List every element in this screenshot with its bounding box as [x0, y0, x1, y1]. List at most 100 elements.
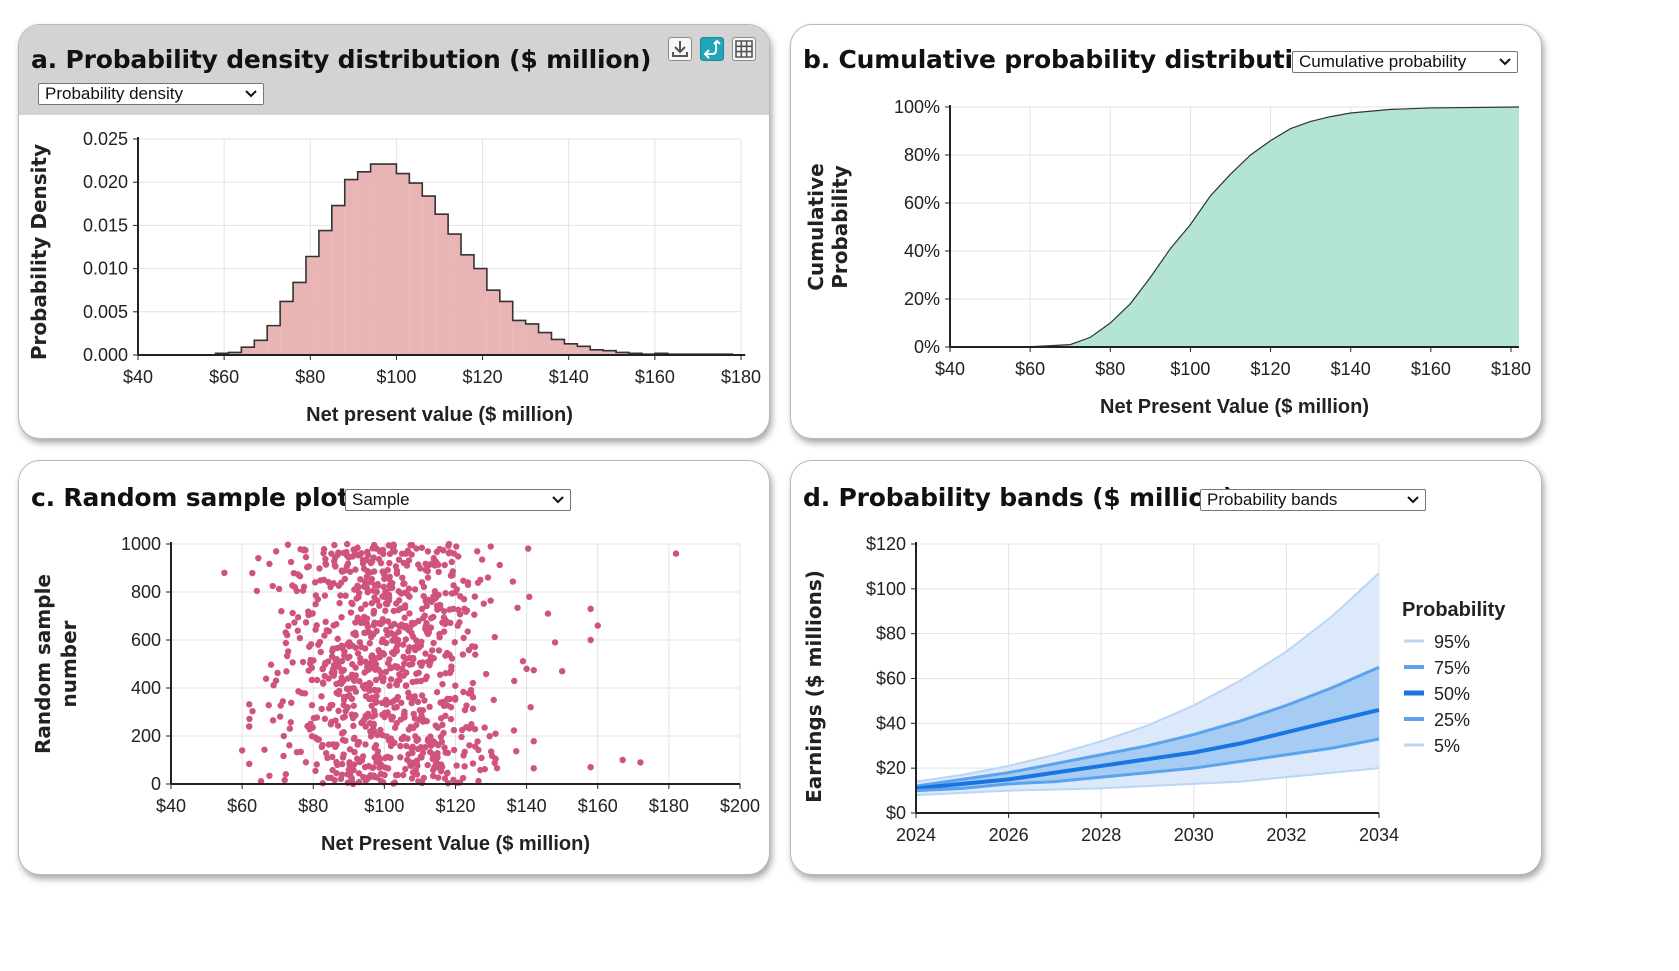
scatter-point [282, 629, 289, 636]
scatter-point [398, 590, 405, 597]
scatter-point [313, 676, 321, 684]
scatter-point [401, 580, 408, 587]
histogram-bar [603, 350, 617, 355]
scatter-point [415, 561, 422, 568]
scatter-point [338, 613, 345, 621]
scatter-point [452, 682, 459, 689]
scatter-point [551, 639, 559, 646]
scatter-point [496, 561, 503, 569]
scatter-point [391, 620, 398, 628]
scatter-point [246, 723, 253, 730]
scatter-chart: $40 $60 $80 $100 $120 $140 $160 $180 $200 0 200 400… [31, 534, 760, 855]
panel-title: d. Probability bands ($ million) [803, 483, 1235, 512]
scatter-point [281, 776, 288, 784]
scatter-point [457, 593, 464, 600]
chart-type-select[interactable]: Probability bands [1200, 489, 1426, 511]
scatter-point [464, 581, 472, 589]
scatter-point [334, 761, 341, 769]
scatter-point [406, 593, 413, 600]
scatter-point [424, 761, 431, 769]
scatter-point [399, 641, 407, 648]
chart-type-select[interactable]: Cumulative probability [1292, 51, 1518, 73]
scatter-point [290, 569, 298, 577]
scatter-point [461, 605, 468, 613]
scatter-point [308, 676, 316, 684]
scatter-point [308, 732, 316, 740]
scatter-point [366, 640, 373, 647]
scatter-point [272, 548, 280, 555]
scatter-point [509, 578, 517, 585]
scatter-point [350, 722, 357, 730]
scatter-point [287, 558, 295, 566]
scatter-point [329, 766, 336, 774]
scatter-point [459, 774, 467, 782]
x-tick-label: $40 [935, 359, 965, 379]
scatter-point [391, 704, 398, 711]
scatter-point [379, 616, 386, 623]
scatter-point [407, 541, 414, 549]
scatter-point [257, 777, 265, 785]
y-tick-label: $120 [866, 534, 906, 554]
histogram-bar [254, 340, 268, 355]
download-button[interactable] [668, 37, 692, 61]
scatter-point [415, 669, 422, 676]
legend: Probability 95% 75% 50% 25% 5% [1402, 599, 1506, 756]
scatter-point [386, 682, 393, 689]
scatter-point [382, 668, 390, 676]
scatter-point [402, 765, 409, 773]
scatter-point [426, 661, 433, 669]
scatter-point [381, 771, 388, 779]
y-tick-label: 0.000 [83, 345, 128, 365]
scatter-point [430, 613, 437, 621]
scatter-point [381, 575, 388, 582]
scatter-point [246, 760, 253, 768]
scatter-point [286, 725, 294, 732]
scatter-point [352, 629, 359, 636]
x-tick-label: $160 [1411, 359, 1451, 379]
scatter-point [420, 583, 428, 591]
scatter-point [305, 667, 312, 674]
x-axis-label: Net Present Value ($ million) [321, 833, 590, 855]
scatter-point [488, 752, 496, 760]
table-view-button[interactable] [732, 37, 756, 61]
scatter-point [384, 659, 392, 667]
histogram-bar [577, 346, 591, 355]
scatter-points [221, 540, 680, 788]
scatter-point [480, 600, 487, 607]
chart-type-select[interactable]: Probability density [38, 83, 264, 105]
scatter-point [437, 715, 445, 722]
scatter-point [439, 680, 446, 688]
scatter-point [346, 643, 353, 650]
histogram-bar [280, 301, 294, 355]
histogram-bar [344, 179, 358, 355]
x-tick-label: $140 [549, 367, 589, 387]
scatter-point [415, 617, 422, 625]
chart-type-select[interactable]: Sample [345, 489, 571, 511]
scatter-point [332, 554, 339, 561]
x-tick-label: $80 [1095, 359, 1125, 379]
scatter-point [466, 742, 473, 749]
band-25-75 [916, 667, 1379, 791]
scatter-point [319, 679, 327, 686]
scatter-point [444, 769, 451, 776]
scatter-point [282, 771, 290, 778]
scatter-point [397, 742, 404, 750]
scatter-point [400, 771, 407, 779]
scatter-point [463, 723, 470, 731]
swap-view-button[interactable] [700, 37, 724, 61]
scatter-point [342, 737, 349, 744]
scatter-point [330, 580, 337, 587]
scatter-point [255, 554, 262, 562]
x-tick-label: 2032 [1266, 825, 1306, 845]
x-tick-label: $160 [578, 796, 618, 816]
scatter-point [395, 556, 403, 563]
y-tick-label: 400 [131, 678, 161, 698]
scatter-point [319, 665, 326, 673]
scatter-point [398, 550, 406, 557]
scatter-point [311, 579, 319, 586]
scatter-point [423, 673, 430, 680]
scatter-point [377, 669, 384, 676]
scatter-point [447, 703, 455, 711]
scatter-point [363, 615, 371, 622]
scatter-point [474, 579, 482, 586]
